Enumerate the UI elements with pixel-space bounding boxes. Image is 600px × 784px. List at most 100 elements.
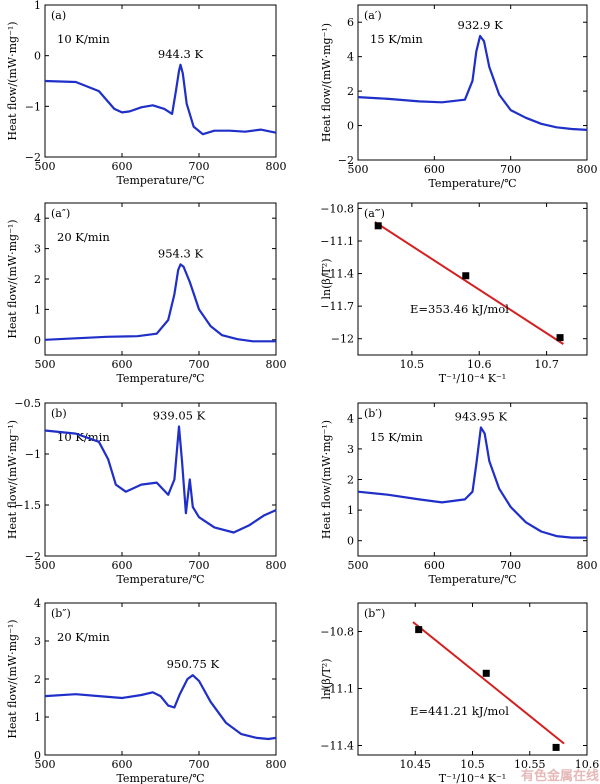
panel-label: (b′): [364, 407, 382, 420]
peak-temperature-label: 950.75 K: [167, 657, 220, 671]
dsc-curve: [357, 34, 588, 131]
x-tick-label: 10.55: [514, 758, 546, 771]
y-tick-label: 2: [34, 673, 41, 686]
x-tick-label: 600: [112, 559, 133, 572]
peak-temperature-label: 944.3 K: [158, 47, 204, 61]
dsc-curve: [44, 63, 277, 136]
x-tick-label: 700: [189, 160, 210, 173]
heating-rate-label: 15 K/min: [370, 32, 423, 46]
x-axis-label: Temperature/℃: [116, 372, 204, 385]
y-tick-label: −11.4: [320, 268, 354, 281]
peak-temperature-label: 939.05 K: [153, 408, 206, 422]
x-axis-label: Temperature/℃: [116, 573, 204, 586]
y-axis-label: ln(β/T²): [320, 259, 333, 300]
plot-frame: [44, 602, 277, 756]
x-tick-label: 700: [189, 358, 210, 371]
y-tick-label: 6: [347, 16, 354, 29]
heating-rate-label: 20 K/min: [57, 230, 110, 244]
chart-panel-b1: 500 600 700 800 0 1 2 3 4 Temperature/℃ Heat flow/…: [320, 402, 598, 586]
x-tick-label: 500: [348, 559, 369, 572]
y-tick-label: −12: [331, 333, 354, 346]
y-tick-label: 3: [347, 443, 354, 456]
x-tick-label: 700: [500, 559, 521, 572]
dsc-curve: [44, 425, 277, 534]
x-tick-label: 500: [35, 160, 56, 173]
panel-label: (a‴): [364, 207, 385, 220]
x-tick-label: 800: [577, 163, 598, 176]
plot-frame: [357, 602, 588, 756]
y-tick-label: −11.7: [320, 300, 354, 313]
x-tick-label: 600: [112, 758, 133, 771]
y-tick-label: −1.5: [14, 499, 41, 512]
chart-panel-a3: 10.5 10.6 10.7 −10.8 −11.1 −11.4 −11.7 −12 T⁻¹/1…: [320, 202, 588, 385]
chart-panel-b3: 10.45 10.5 10.55 10.6 −10.8 −11.1 −11.4 T⁻¹/10⁻…: [320, 602, 599, 784]
x-tick-label: 10.7: [534, 358, 559, 371]
y-axis-label: Heat flow/(mW·mg⁻¹): [6, 420, 19, 539]
peak-temperature-label: 954.3 K: [158, 246, 204, 260]
chart-panel-a2: 500 600 700 800 0 1 2 3 4 Temperature/℃ Heat flow/…: [6, 202, 287, 385]
y-tick-label: 3: [34, 243, 41, 256]
plot-frame: [44, 4, 277, 158]
y-tick-label: 2: [34, 273, 41, 286]
y-tick-label: 1: [34, 0, 41, 12]
y-tick-label: −10.8: [320, 626, 354, 639]
data-point: [552, 743, 560, 751]
y-axis-label: Heat flow/(mW·mg⁻¹): [320, 23, 333, 142]
x-tick-label: 600: [424, 163, 445, 176]
x-axis-label: Temperature/℃: [428, 177, 516, 190]
panel-label: (a″): [51, 207, 70, 220]
chart-panel-b2: 500 600 700 800 0 1 2 3 4 Temperature/℃ Heat flow/…: [6, 597, 287, 784]
dsc-curve: [357, 426, 587, 539]
panel-label: (a′): [364, 9, 382, 22]
y-tick-label: 0: [34, 334, 41, 347]
y-tick-label: −2: [25, 550, 41, 563]
chart-panel-a1: 500 600 700 800 −2 0 2 4 6 Temperature/℃ Heat flow…: [320, 4, 598, 190]
x-tick-label: 500: [348, 163, 369, 176]
activation-energy-label: E=353.46 kJ/mol: [410, 302, 509, 316]
x-axis-label: T⁻¹/10⁻⁴ K⁻¹: [439, 372, 506, 385]
x-tick-label: 800: [266, 758, 287, 771]
chart-panel-a: 500 600 700 800 −2 −1 0 1 Temperature/℃ Heat flow…: [6, 0, 287, 187]
panel-label: (b): [51, 407, 67, 420]
panel-label: (b‴): [364, 607, 385, 620]
data-point: [374, 222, 382, 230]
y-tick-label: −11.1: [320, 235, 354, 248]
y-tick-label: 4: [347, 51, 354, 64]
activation-energy-label: E=441.21 kJ/mol: [410, 704, 509, 718]
y-tick-label: 4: [347, 412, 354, 425]
y-tick-label: 1: [347, 504, 354, 517]
heating-rate-label: 10 K/min: [57, 32, 110, 46]
x-tick-label: 500: [35, 559, 56, 572]
x-tick-label: 800: [266, 559, 287, 572]
plot-frame: [357, 402, 588, 557]
x-tick-label: 500: [35, 358, 56, 371]
y-tick-label: −11.1: [320, 683, 354, 696]
y-tick-label: −1: [25, 100, 41, 113]
y-tick-label: 0: [347, 120, 354, 133]
x-axis-label: T⁻¹/10⁻⁴ K⁻¹: [439, 772, 506, 784]
x-axis-label: Temperature/℃: [116, 174, 204, 187]
x-tick-label: 800: [266, 160, 287, 173]
y-tick-label: 0: [347, 535, 354, 548]
panel-label: (b″): [51, 607, 71, 620]
y-axis-label: Heat flow/(mW·mg⁻¹): [6, 219, 19, 338]
y-tick-label: 4: [34, 597, 41, 610]
y-tick-label: 0: [34, 749, 41, 762]
data-point: [482, 669, 490, 677]
y-tick-label: −10.8: [320, 202, 354, 215]
plot-frame: [357, 4, 588, 161]
y-axis-label: Heat flow/(mW·mg⁻¹): [6, 619, 19, 738]
x-tick-label: 10.6: [467, 358, 492, 371]
x-tick-label: 800: [266, 358, 287, 371]
y-tick-label: 0: [34, 50, 41, 63]
plot-frame: [44, 202, 277, 356]
chart-panel-b: 500 600 700 800 −2 −1.5 −1 −0.5 Temperature/℃ Hea…: [6, 397, 287, 586]
y-tick-label: −1: [25, 448, 41, 461]
watermark: 有色金属在线: [521, 768, 599, 784]
data-point: [462, 272, 470, 280]
y-axis-label: Heat flow/(mW·mg⁻¹): [320, 420, 333, 539]
panel-label: (a): [51, 9, 66, 22]
y-axis-label: Heat flow/(mW·mg⁻¹): [6, 21, 19, 140]
y-tick-label: 1: [34, 711, 41, 724]
x-axis-label: Temperature/℃: [428, 573, 516, 586]
